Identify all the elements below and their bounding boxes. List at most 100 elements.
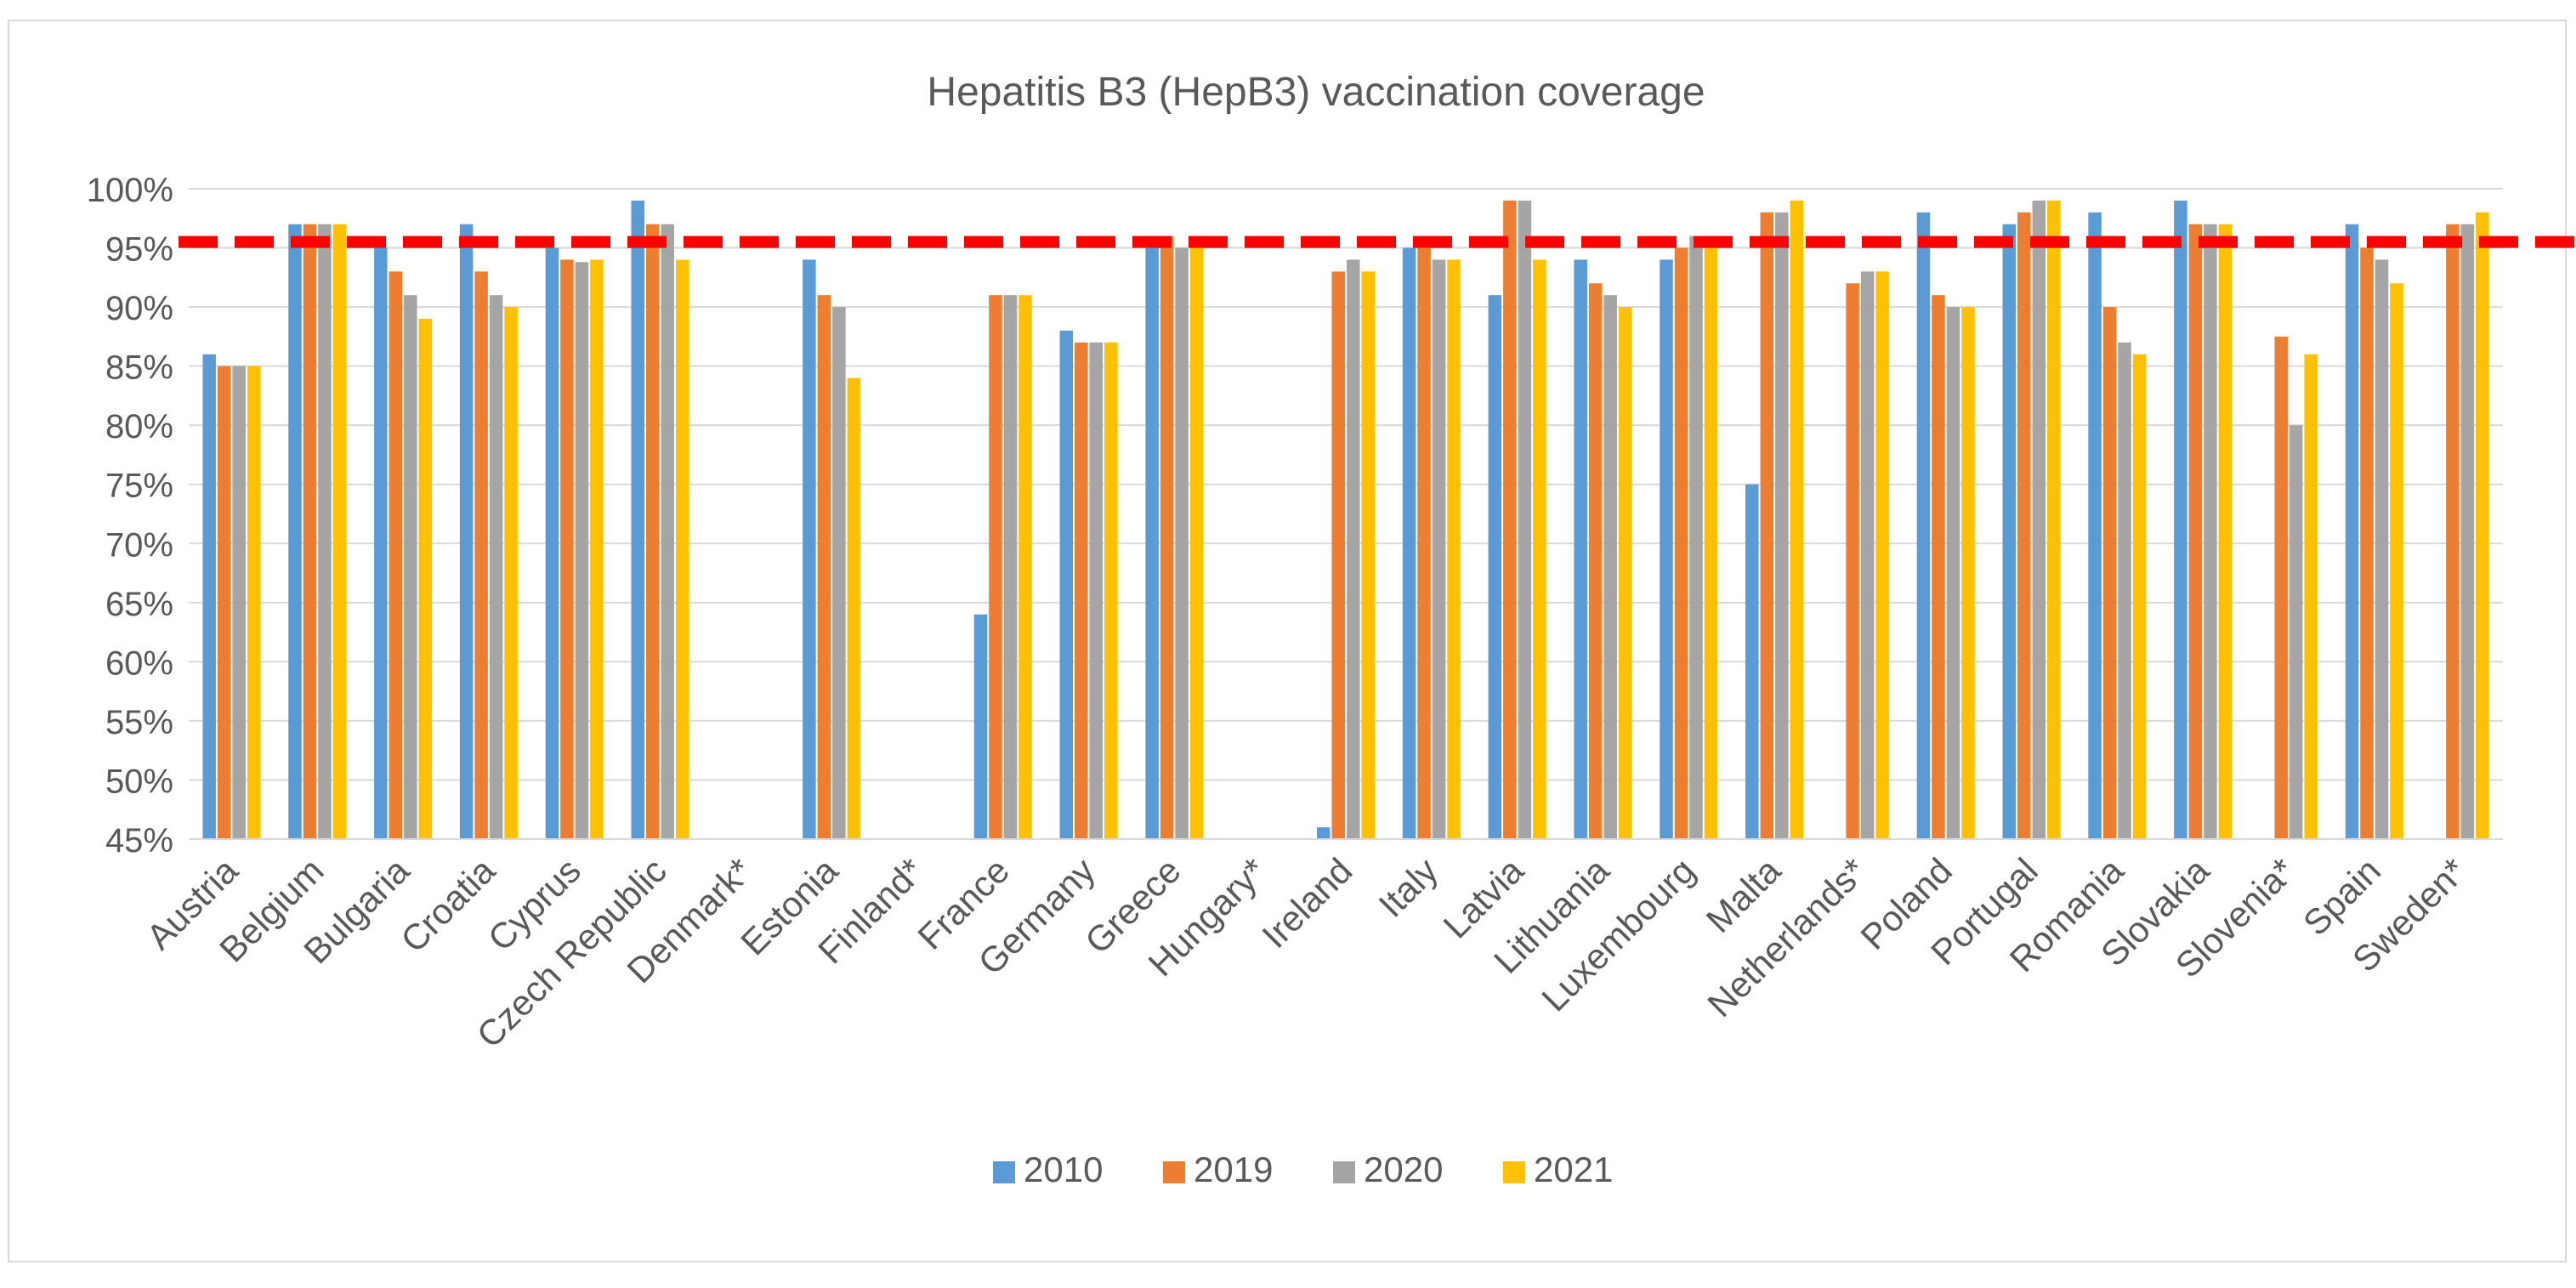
bar-2021-bulgaria — [418, 319, 433, 839]
bar-2021-austria — [247, 366, 261, 839]
bar-2020-greece — [1175, 247, 1189, 840]
bar-2021-romania — [2132, 354, 2147, 839]
bars — [202, 200, 2489, 840]
bar-2020-estonia — [832, 307, 846, 839]
bar-2019-romania — [2102, 307, 2117, 839]
bar-2019-austria — [217, 366, 231, 839]
y-tick-label: 70% — [105, 526, 173, 564]
legend-label: 2019 — [1194, 1149, 1273, 1189]
bar-2020-italy — [1432, 259, 1446, 839]
y-tick-label: 100% — [87, 172, 173, 209]
bar-2010-spain — [2345, 224, 2359, 839]
bar-2020-croatia — [489, 295, 503, 839]
bar-2019-germany — [1075, 342, 1088, 839]
bar-2020-belgium — [318, 224, 332, 839]
y-tick-label: 55% — [105, 704, 173, 741]
y-tick-label: 45% — [105, 822, 173, 860]
bar-2021-poland — [1961, 307, 1975, 839]
bar-2019-czechrepublic — [645, 224, 660, 839]
bar-2010-estonia — [803, 259, 816, 839]
bar-2020-sweden — [2460, 224, 2475, 839]
bar-2019-france — [989, 295, 1002, 839]
bar-2010-greece — [1145, 247, 1159, 840]
bar-2019-portugal — [2017, 212, 2031, 839]
bar-2010-france — [973, 614, 988, 839]
bar-2020-slovakia — [2204, 224, 2217, 839]
bar-2020-czechrepublic — [661, 224, 674, 839]
bar-2019-belgium — [303, 224, 317, 839]
bar-2020-romania — [2118, 342, 2131, 839]
bar-2021-greece — [1189, 235, 1204, 839]
bar-2020-netherlands — [1860, 271, 1875, 839]
legend: 2010 2019 2020 2021 — [993, 1149, 1613, 1189]
bar-2010-cyprus — [545, 247, 559, 840]
bar-2021-slovenia — [2304, 354, 2318, 839]
y-axis-tick-labels: 45% 50% 55% 60% 65% 70% 75% 80% 85% 90% 95% 100% — [87, 172, 173, 860]
bar-2019-sweden — [2446, 224, 2460, 839]
bar-2021-germany — [1104, 342, 1118, 839]
bar-2019-poland — [1932, 295, 1945, 839]
bar-2021-malta — [1790, 200, 1804, 840]
bar-2019-croatia — [474, 271, 488, 839]
legend-label: 2010 — [1024, 1149, 1103, 1189]
bar-2010-ireland — [1317, 827, 1331, 839]
bar-2020-spain — [2375, 259, 2389, 839]
bar-2021-ireland — [1361, 271, 1375, 839]
bar-2019-malta — [1760, 212, 1774, 839]
bar-2010-luxembourg — [1660, 259, 1673, 839]
bar-2020-ireland — [1347, 259, 1360, 839]
bar-2010-italy — [1402, 247, 1416, 840]
bar-2010-malta — [1745, 484, 1759, 839]
bar-2010-czechrepublic — [631, 200, 644, 840]
bar-2020-slovenia — [2289, 425, 2303, 839]
bar-2020-luxembourg — [1689, 235, 1703, 839]
bar-2019-latvia — [1503, 200, 1517, 840]
bar-2020-lithuania — [1603, 295, 1617, 839]
bar-2019-cyprus — [560, 259, 574, 839]
bar-2021-italy — [1447, 259, 1461, 839]
bar-2010-bulgaria — [374, 247, 388, 840]
bar-2021-sweden — [2476, 212, 2489, 839]
legend-label: 2020 — [1364, 1149, 1443, 1189]
bar-2021-portugal — [2047, 200, 2061, 840]
legend-label: 2021 — [1534, 1149, 1613, 1189]
bar-2019-lithuania — [1588, 283, 1603, 840]
bar-2020-cyprus — [575, 262, 589, 840]
bar-2021-cyprus — [590, 259, 604, 839]
bar-2019-ireland — [1331, 271, 1345, 839]
bar-2019-bulgaria — [389, 271, 403, 839]
bar-2019-spain — [2360, 247, 2374, 840]
legend-swatch — [1503, 1161, 1525, 1183]
bar-2021-belgium — [332, 224, 347, 839]
bar-2019-slovakia — [2188, 224, 2203, 839]
bar-2020-latvia — [1518, 200, 1532, 840]
bar-2020-germany — [1089, 342, 1104, 839]
bar-2021-luxembourg — [1704, 247, 1718, 840]
y-tick-label: 50% — [105, 763, 173, 800]
bar-2010-croatia — [459, 224, 474, 839]
bar-2021-estonia — [847, 377, 861, 840]
bar-2019-luxembourg — [1674, 247, 1688, 840]
legend-swatch — [1163, 1161, 1185, 1183]
y-tick-label: 75% — [105, 468, 173, 505]
y-tick-label: 95% — [105, 231, 173, 269]
bar-2010-austria — [202, 354, 216, 839]
legend-swatch — [1333, 1161, 1355, 1183]
bar-2021-lithuania — [1618, 307, 1632, 839]
y-tick-label: 80% — [105, 408, 173, 445]
y-tick-label: 60% — [105, 644, 173, 682]
y-tick-label: 85% — [105, 349, 173, 387]
bar-2010-germany — [1059, 330, 1074, 840]
bar-2021-latvia — [1533, 259, 1546, 839]
bar-2010-portugal — [2002, 224, 2017, 839]
bar-2010-poland — [1916, 212, 1931, 839]
bar-2020-france — [1003, 295, 1018, 839]
bar-2021-czechrepublic — [675, 259, 689, 839]
bar-2020-bulgaria — [404, 295, 417, 839]
bar-2019-estonia — [817, 295, 831, 839]
y-tick-label: 65% — [105, 586, 173, 623]
bar-2021-france — [1018, 295, 1032, 839]
bar-2019-slovenia — [2274, 336, 2288, 839]
